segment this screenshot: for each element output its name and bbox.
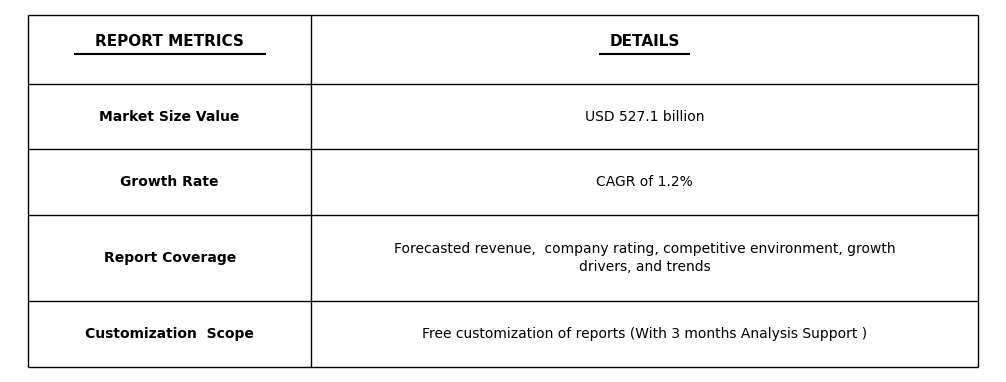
Text: Forecasted revenue,  company rating, competitive environment, growth
drivers, an: Forecasted revenue, company rating, comp… <box>393 242 895 274</box>
Text: Customization  Scope: Customization Scope <box>86 327 255 341</box>
Text: Report Coverage: Report Coverage <box>104 251 235 265</box>
Text: Growth Rate: Growth Rate <box>121 175 219 189</box>
Text: CAGR of 1.2%: CAGR of 1.2% <box>597 175 693 189</box>
Text: REPORT METRICS: REPORT METRICS <box>96 34 244 49</box>
Text: Free customization of reports (With 3 months Analysis Support ): Free customization of reports (With 3 mo… <box>422 327 867 341</box>
Text: Market Size Value: Market Size Value <box>100 110 239 124</box>
Text: DETAILS: DETAILS <box>610 34 680 49</box>
Text: USD 527.1 billion: USD 527.1 billion <box>584 110 704 124</box>
